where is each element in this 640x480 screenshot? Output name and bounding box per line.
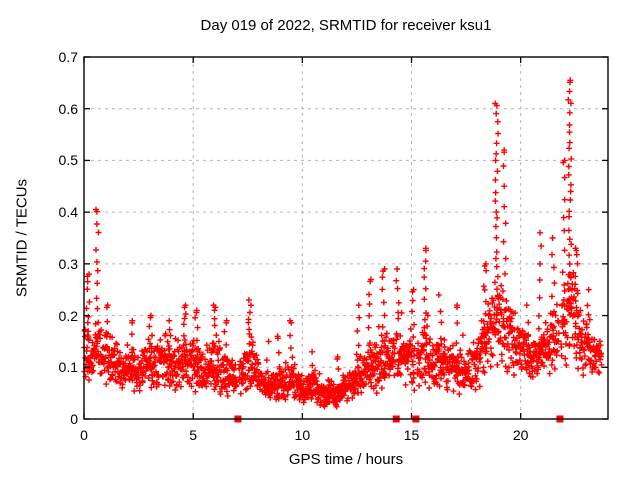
y-tick-label: 0.1 [58, 359, 78, 376]
x-tick-label: 15 [403, 427, 420, 443]
y-tick-label: 0.7 [58, 49, 78, 65]
y-tick-label: 0 [70, 411, 78, 427]
chart-title: Day 019 of 2022, SRMTID for receiver ksu… [200, 17, 492, 34]
x-tick-label: 10 [294, 427, 311, 443]
x-tick-label: 20 [512, 427, 529, 443]
y-tick-label: 0.4 [58, 204, 78, 221]
y-tick-label: 0.6 [58, 100, 78, 117]
y-tick-label: 0.3 [58, 255, 78, 272]
x-tick-label: 5 [189, 427, 198, 443]
x-axis-title: GPS time / hours [288, 451, 404, 468]
y-tick-label: 0.2 [58, 307, 78, 324]
x-tick-label: 0 [80, 427, 88, 443]
y-axis-title: SRMTID / TECUs [13, 178, 31, 298]
y-tick-label: 0.5 [58, 152, 78, 169]
